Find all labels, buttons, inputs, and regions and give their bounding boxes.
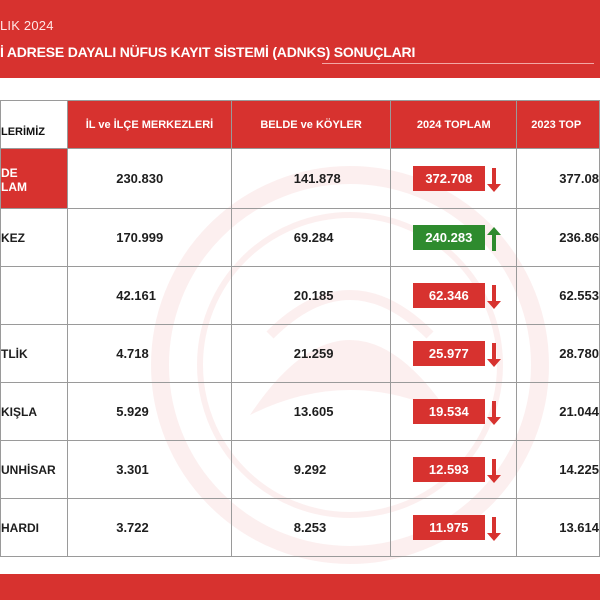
district-name: UNHİSAR: [0, 440, 69, 499]
total-2024-cell: 11.975: [390, 498, 518, 557]
village-population: 21.259: [230, 324, 392, 383]
col-header-total-2023: 2023 TOP: [516, 100, 600, 149]
total-2024-value: 62.346: [428, 288, 469, 303]
table-row: 42.161 20.185 62.346 62.553: [0, 266, 600, 325]
report-title: İ ADRESE DAYALI NÜFUS KAYIT SİSTEMİ (ADN…: [0, 44, 416, 60]
header-rule: [322, 63, 594, 64]
center-population: 5.929: [67, 382, 232, 441]
population-table: LERİMİZ İL ve İLÇE MERKEZLERİ BELDE ve K…: [0, 100, 600, 557]
total-2024-badge: 62.346: [412, 283, 501, 309]
arrow-down-icon: [486, 517, 501, 541]
arrow-down-icon: [486, 343, 501, 367]
total-2023-value: 236.86: [516, 208, 600, 267]
village-population: 9.292: [230, 440, 392, 499]
total-2023-value: 28.780: [516, 324, 600, 383]
table-row: KEZ 170.999 69.284 240.283 236.86: [0, 208, 600, 267]
total-2024-badge: 25.977: [412, 341, 501, 367]
total-2024-badge: 12.593: [412, 457, 501, 483]
total-2024-value: 240.283: [425, 230, 473, 245]
district-name: [0, 266, 69, 325]
district-name: KIŞLA: [0, 382, 69, 441]
total-2024-cell: 372.708: [390, 148, 518, 209]
header-banner: LIK 2024 İ ADRESE DAYALI NÜFUS KAYIT SİS…: [0, 0, 600, 78]
col-header-district: LERİMİZ: [0, 100, 69, 149]
total-2024-value: 19.534: [428, 404, 469, 419]
district-name: TLİK: [0, 324, 69, 383]
total-2023-value: 21.044: [516, 382, 600, 441]
arrow-up-icon: [486, 227, 501, 251]
table-row: TLİK 4.718 21.259 25.977 28.780: [0, 324, 600, 383]
total-2024-badge: 11.975: [412, 515, 501, 541]
table-row: UNHİSAR 3.301 9.292 12.593 14.225: [0, 440, 600, 499]
center-population: 42.161: [67, 266, 232, 325]
center-population: 230.830: [67, 148, 232, 209]
total-2023-value: 13.614: [516, 498, 600, 557]
total-2024-cell: 19.534: [390, 382, 518, 441]
total-2023-value: 377.08: [516, 148, 600, 209]
total-2024-value: 11.975: [429, 520, 469, 535]
center-population: 3.301: [67, 440, 232, 499]
district-name: HARDI: [0, 498, 69, 557]
col-header-total-2024: 2024 TOPLAM: [390, 100, 518, 149]
total-2024-value: 25.977: [428, 346, 469, 361]
total-2024-cell: 62.346: [390, 266, 518, 325]
center-population: 170.999: [67, 208, 232, 267]
district-name: DE LAM: [0, 148, 69, 209]
total-2024-badge: 372.708: [412, 166, 501, 192]
district-name: KEZ: [0, 208, 69, 267]
total-2023-value: 14.225: [516, 440, 600, 499]
village-population: 69.284: [230, 208, 392, 267]
arrow-down-icon: [486, 459, 501, 483]
table-row: KIŞLA 5.929 13.605 19.534 21.044: [0, 382, 600, 441]
total-2024-badge: 19.534: [412, 399, 501, 425]
table-row: DE LAM 230.830 141.878 372.708 377.08: [0, 148, 600, 209]
table-row: HARDI 3.722 8.253 11.975 13.614: [0, 498, 600, 557]
center-population: 4.718: [67, 324, 232, 383]
arrow-down-icon: [486, 401, 501, 425]
footer-bar: [0, 574, 600, 600]
arrow-down-icon: [486, 168, 501, 192]
village-population: 141.878: [230, 148, 392, 209]
center-population: 3.722: [67, 498, 232, 557]
arrow-down-icon: [486, 285, 501, 309]
total-2023-value: 62.553: [516, 266, 600, 325]
total-2024-value: 12.593: [428, 462, 469, 477]
total-2024-value: 372.708: [425, 171, 473, 186]
total-2024-badge: 240.283: [412, 225, 501, 251]
total-2024-cell: 240.283: [390, 208, 518, 267]
table-header-row: LERİMİZ İL ve İLÇE MERKEZLERİ BELDE ve K…: [0, 100, 600, 149]
total-2024-cell: 25.977: [390, 324, 518, 383]
total-2024-cell: 12.593: [390, 440, 518, 499]
col-header-village: BELDE ve KÖYLER: [230, 100, 392, 149]
report-date: LIK 2024: [0, 18, 54, 33]
village-population: 13.605: [230, 382, 392, 441]
village-population: 20.185: [230, 266, 392, 325]
col-header-center: İL ve İLÇE MERKEZLERİ: [67, 100, 232, 149]
village-population: 8.253: [230, 498, 392, 557]
